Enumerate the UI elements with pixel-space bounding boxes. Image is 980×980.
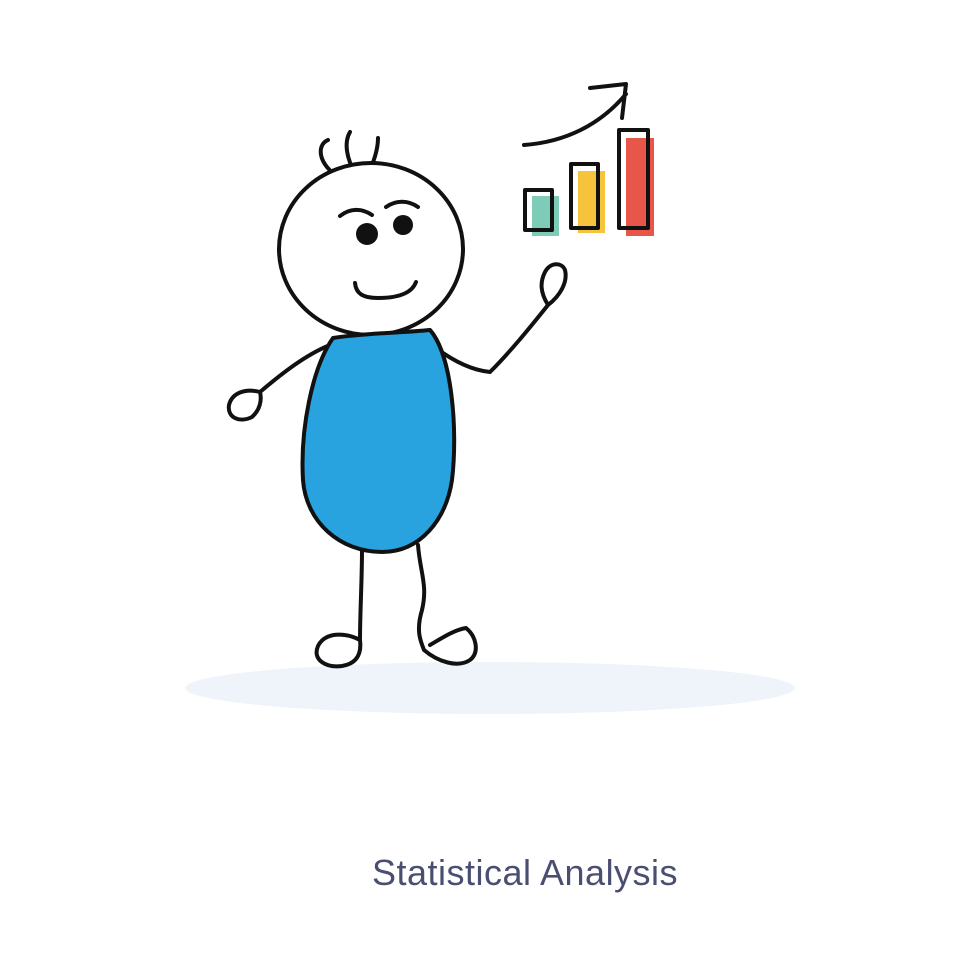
stick-figure-icon [226,130,568,669]
trend-arrow-icon [522,82,628,147]
bar-chart-icon [523,128,654,236]
bar-red-outline [617,128,650,230]
eye-right [393,215,413,235]
left-leg [314,548,364,669]
bar-teal-outline [523,188,554,232]
right-arm [434,262,568,374]
bar-yellow-outline [569,162,600,230]
eye-left [356,223,378,245]
mouth [353,280,418,300]
ground-shadow [185,662,795,714]
trend-arrow-head [588,82,628,120]
caption-text: Statistical Analysis [371,852,679,893]
head [277,161,465,337]
body [300,328,457,554]
eyebrow-left [338,207,374,218]
eyebrow-right [384,199,420,209]
bar-yellow-fill [578,171,605,233]
trend-arrow-curve [522,92,628,147]
right-leg [416,543,478,666]
left-arm [226,343,332,422]
